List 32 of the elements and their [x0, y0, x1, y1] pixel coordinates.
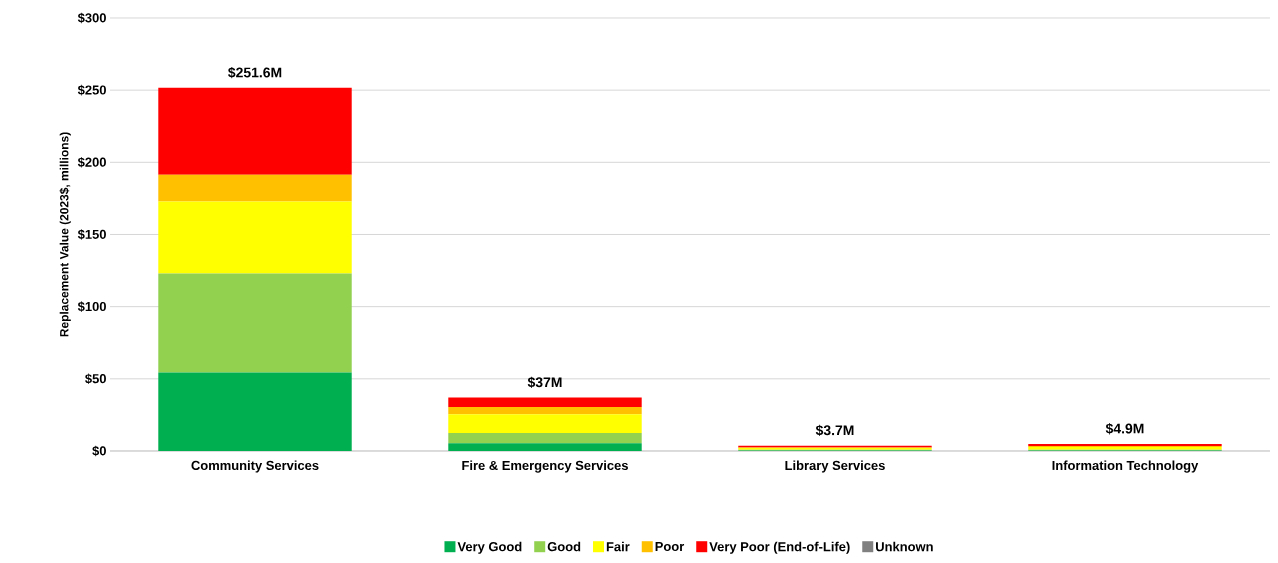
- total-label: $251.6M: [228, 66, 282, 79]
- total-label: $3.7M: [815, 424, 854, 437]
- y-axis-title: Replacement Value (2023$, millions): [59, 132, 71, 337]
- bar: [448, 397, 642, 407]
- legend-label: Unknown: [876, 541, 933, 552]
- bar: [158, 87, 352, 175]
- bar: [158, 372, 352, 451]
- y-tick-label: $200: [77, 157, 106, 168]
- bar: [448, 414, 642, 433]
- x-tick-label: Community Services: [191, 460, 319, 473]
- total-label: $37M: [527, 376, 562, 389]
- legend-label: Poor: [655, 542, 685, 552]
- total-label: $4.9M: [1105, 423, 1144, 435]
- x-tick-label: Fire & Emergency Services: [462, 460, 628, 473]
- y-tick-label: $150: [77, 229, 106, 240]
- x-tick-label: Information Technology: [1052, 460, 1199, 473]
- bar: [158, 273, 352, 373]
- y-tick-label: $300: [77, 12, 106, 24]
- legend-label: Very Poor (End-of-Life): [709, 541, 850, 554]
- legend-label: Good: [547, 541, 581, 552]
- legend-label: Very Good: [457, 541, 522, 554]
- y-tick-label: $50: [85, 373, 106, 385]
- legend-label: Fair: [606, 541, 630, 552]
- bar: [158, 174, 352, 202]
- y-tick-label: $100: [77, 301, 106, 312]
- bar: [448, 406, 642, 415]
- x-tick-label: Library Services: [785, 460, 885, 473]
- y-tick-label: $250: [77, 84, 106, 96]
- y-tick-label: $0: [92, 445, 106, 457]
- bar: [448, 443, 642, 451]
- bar: [158, 201, 352, 274]
- bar: [448, 432, 642, 444]
